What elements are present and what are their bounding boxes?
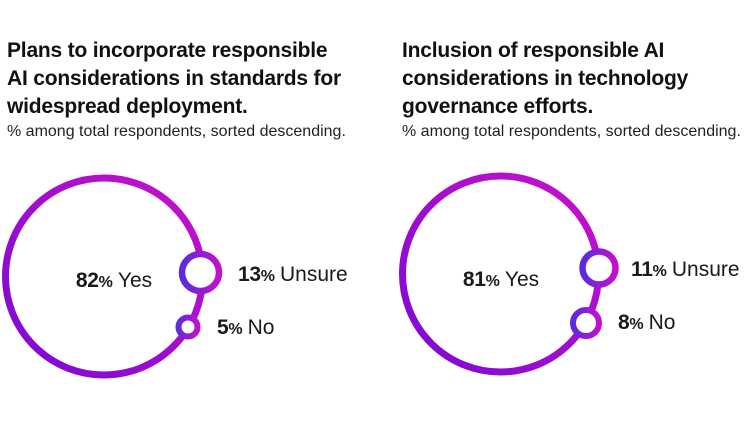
chart-left-title-line-1: Plans to incorporate responsible — [7, 39, 328, 62]
yes-category-right: Yes — [504, 268, 540, 291]
unsure-category-left: Unsure — [280, 263, 348, 286]
unsure-value-label-right: 11% Unsure — [631, 258, 740, 284]
yes-value-right: 81 — [462, 268, 486, 291]
unsure-value-right: 11 — [631, 258, 653, 281]
yes-value-label-left: 82% Yes — [14, 269, 214, 295]
unsure-bubble-right — [579, 248, 619, 288]
chart-right-subtitle: % among total respondents, sorted descen… — [402, 123, 741, 140]
no-bubble-left — [175, 314, 201, 340]
unsure-value-label-left: 13% Unsure — [238, 263, 348, 289]
no-value-right: 8 — [618, 311, 630, 334]
chart-right-title-line-2: considerations in technology — [402, 67, 689, 90]
percent-sign: % — [98, 274, 113, 291]
percent-sign: % — [652, 263, 667, 280]
chart-left-title: Plans to incorporate responsible AI cons… — [7, 37, 341, 121]
no-value-label-left: 5% No — [217, 316, 274, 342]
yes-category-left: Yes — [117, 269, 153, 292]
chart-left-title-line-3: widespread deployment. — [7, 95, 248, 118]
chart-left-title-line-2: AI considerations in standards for — [7, 67, 341, 90]
yes-value-label-right: 81% Yes — [401, 268, 601, 294]
unsure-value-left: 13 — [238, 263, 261, 286]
percent-sign: % — [629, 316, 644, 333]
chart-right-title-line-1: Inclusion of responsible AI — [402, 39, 665, 62]
no-value-left: 5 — [217, 316, 229, 339]
yes-value-left: 82 — [75, 269, 99, 292]
chart-right-title: Inclusion of responsible AI consideratio… — [402, 37, 688, 121]
percent-sign: % — [485, 273, 500, 290]
no-category-right: No — [648, 311, 676, 334]
chart-left-subtitle: % among total respondents, sorted descen… — [7, 123, 346, 140]
unsure-bubble-left — [178, 250, 223, 295]
no-category-left: No — [247, 316, 275, 339]
unsure-category-right: Unsure — [671, 258, 740, 281]
percent-sign: % — [260, 268, 275, 285]
percent-sign: % — [228, 321, 243, 338]
no-value-label-right: 8% No — [618, 311, 675, 337]
chart-right-title-line-3: governance efforts. — [402, 95, 594, 118]
chart-left-bubbles — [2, 174, 223, 379]
no-bubble-right — [570, 307, 602, 339]
chart-right-bubbles — [399, 172, 619, 376]
